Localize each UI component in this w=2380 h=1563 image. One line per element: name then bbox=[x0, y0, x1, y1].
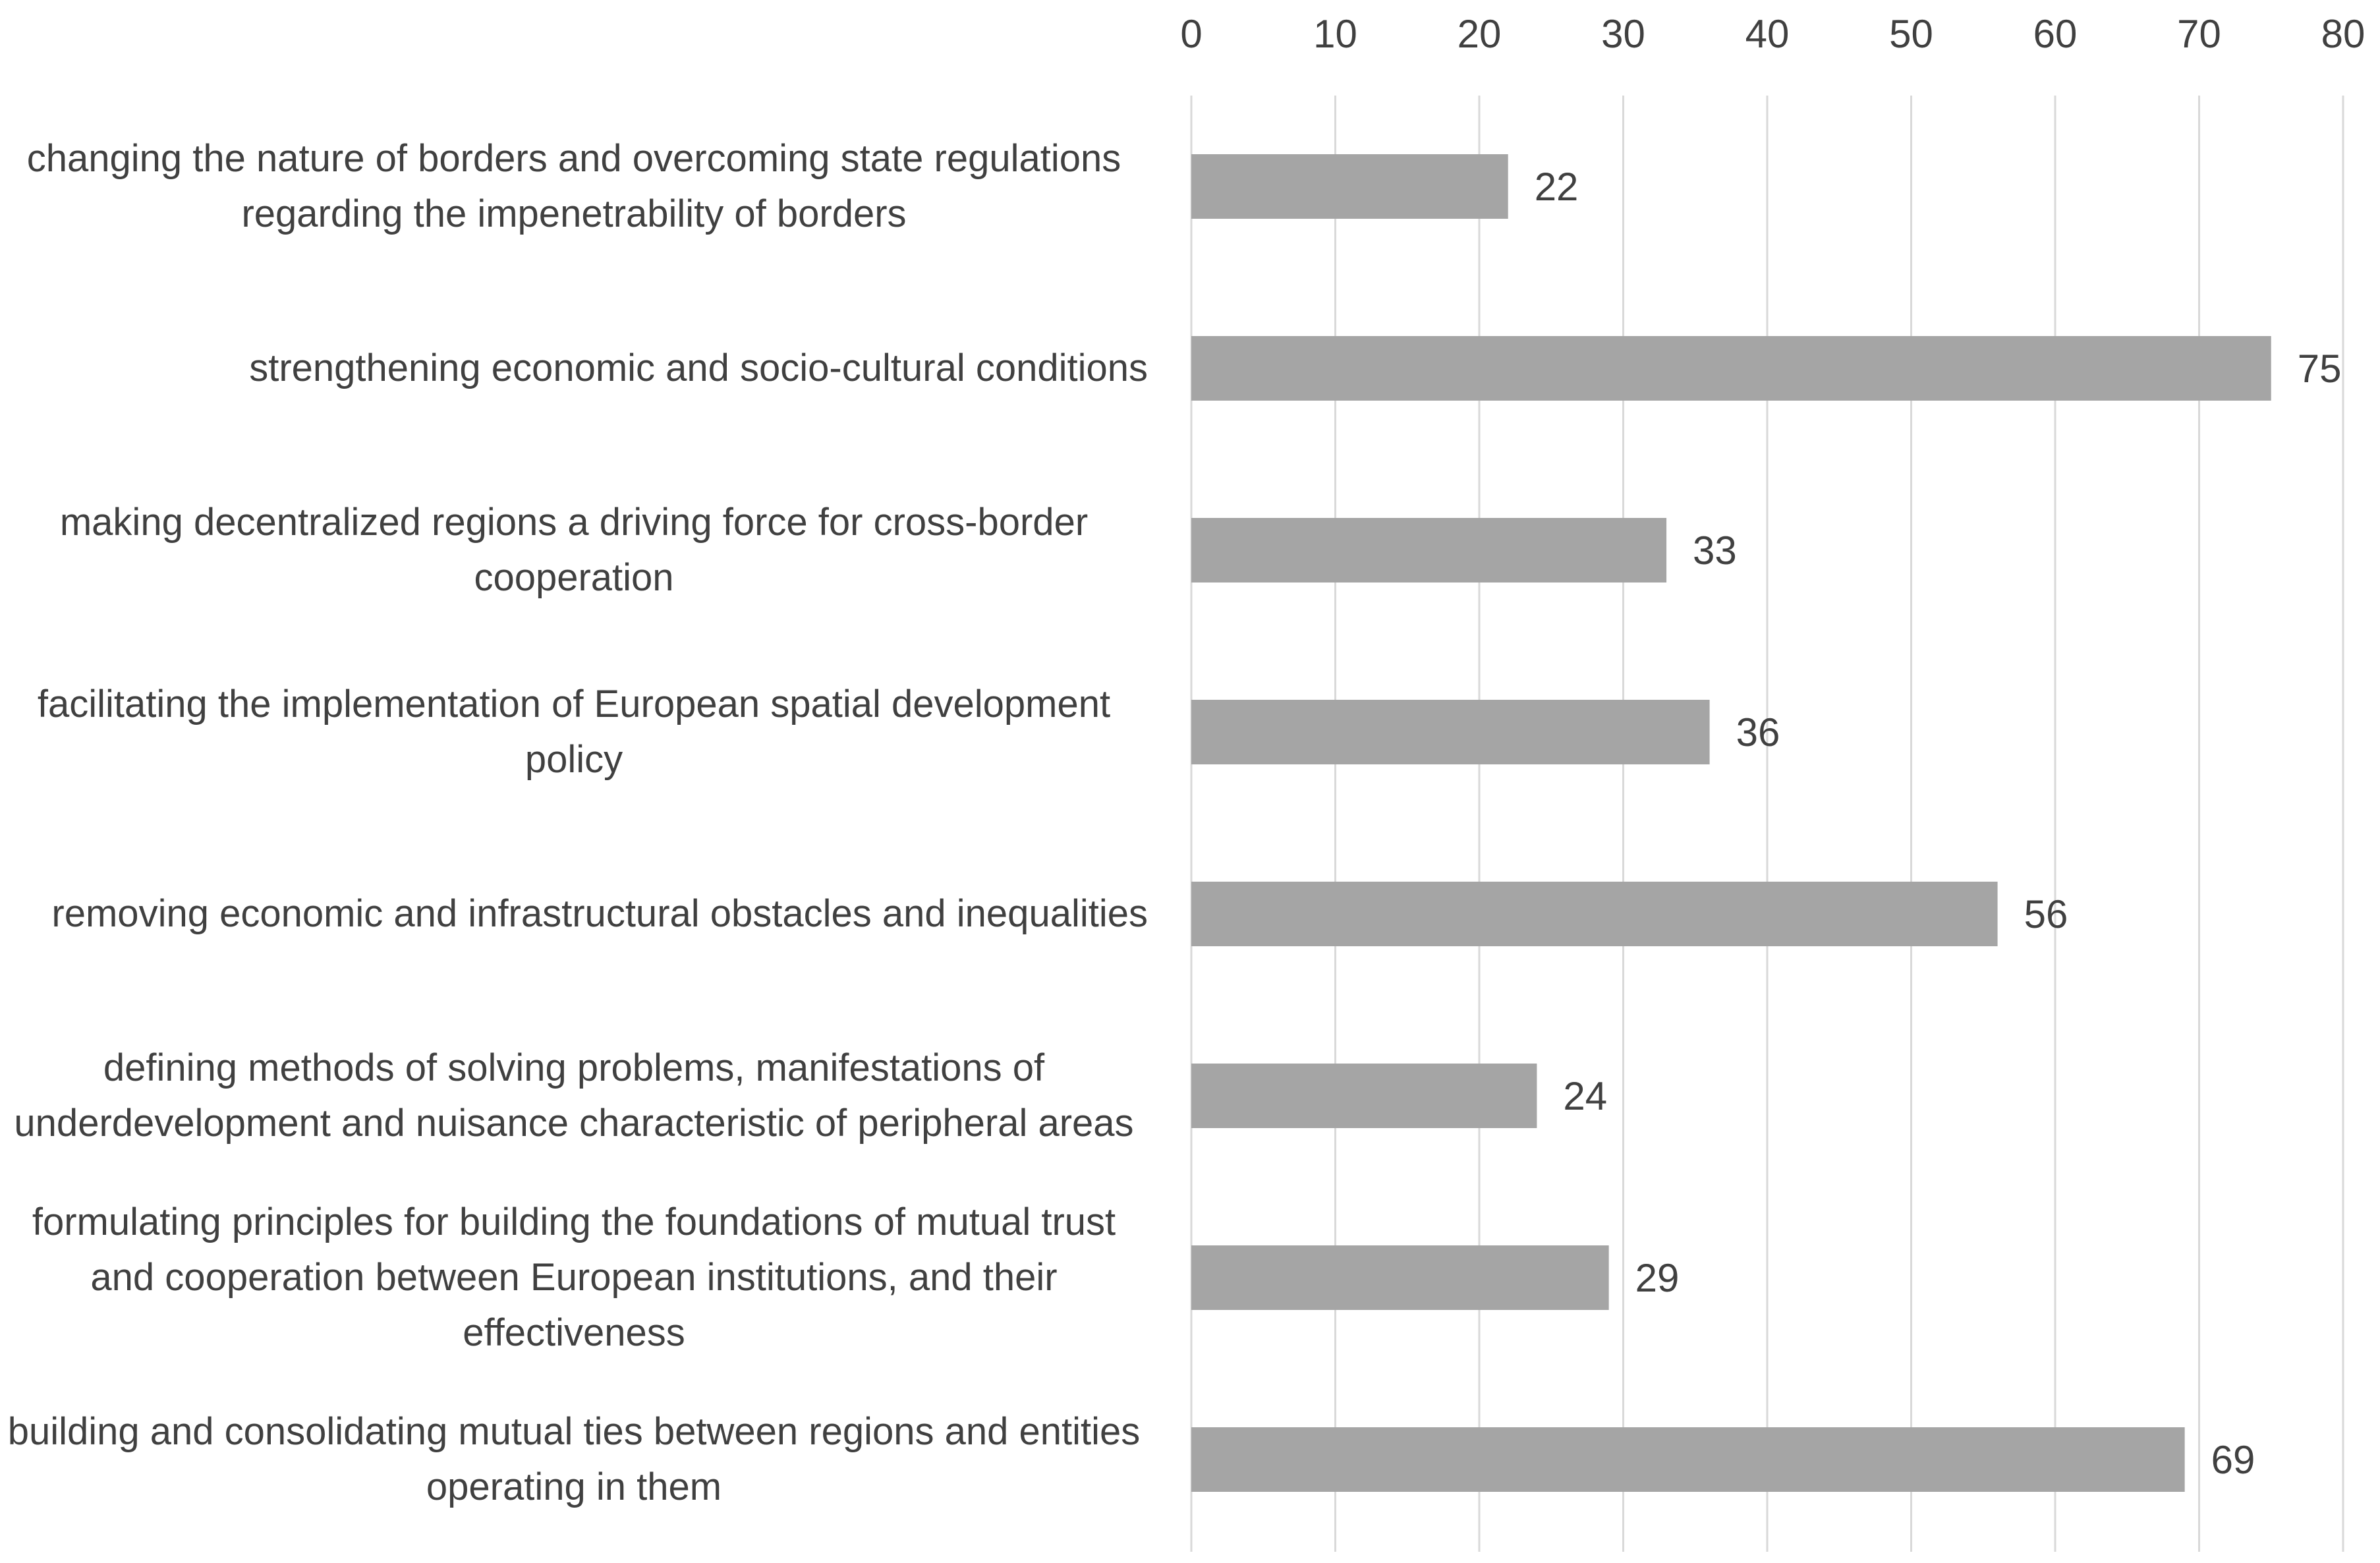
x-tick-label: 40 bbox=[1745, 12, 1790, 56]
bar bbox=[1191, 518, 1667, 583]
data-label: 36 bbox=[1736, 710, 1780, 754]
category-label: facilitating the implementation of Europ… bbox=[37, 683, 1111, 781]
x-tick-label: 0 bbox=[1180, 12, 1202, 56]
bar bbox=[1191, 1427, 2185, 1492]
category-label: making decentralized regions a driving f… bbox=[59, 501, 1089, 599]
bar bbox=[1191, 700, 1710, 764]
data-labels: 22 75 33 36 56 24 29 69 bbox=[1535, 165, 2342, 1482]
x-tick-label: 50 bbox=[1889, 12, 1933, 56]
bar bbox=[1191, 1064, 1537, 1128]
x-tick-label: 60 bbox=[2033, 12, 2078, 56]
bar bbox=[1191, 336, 2271, 401]
data-label: 75 bbox=[2298, 347, 2342, 391]
data-label: 29 bbox=[1635, 1256, 1680, 1300]
bars bbox=[1191, 154, 2271, 1492]
data-label: 69 bbox=[2211, 1438, 2255, 1482]
data-label: 24 bbox=[1563, 1074, 1607, 1118]
data-label: 33 bbox=[1693, 528, 1737, 573]
category-label: removing economic and infrastructural ob… bbox=[51, 892, 1148, 935]
x-tick-label: 80 bbox=[2321, 12, 2366, 56]
bar bbox=[1191, 882, 1998, 946]
bar bbox=[1191, 154, 1508, 219]
category-label: defining methods of solving problems, ma… bbox=[14, 1046, 1134, 1145]
data-label: 22 bbox=[1535, 165, 1579, 209]
x-axis-ticks: 0 10 20 30 40 50 60 70 80 bbox=[1180, 12, 2365, 56]
category-label: strengthening economic and socio-cultura… bbox=[249, 347, 1148, 389]
category-label: formulating principles for building the … bbox=[32, 1201, 1116, 1354]
gridlines bbox=[1190, 96, 2344, 1552]
data-label: 56 bbox=[2024, 892, 2068, 936]
category-label: changing the nature of borders and overc… bbox=[26, 137, 1121, 235]
category-label: building and consolidating mutual ties b… bbox=[7, 1410, 1141, 1508]
x-tick-label: 20 bbox=[1458, 12, 1502, 56]
x-tick-label: 10 bbox=[1313, 12, 1357, 56]
x-tick-label: 30 bbox=[1601, 12, 1645, 56]
x-tick-label: 70 bbox=[2177, 12, 2221, 56]
bar bbox=[1191, 1245, 1609, 1310]
